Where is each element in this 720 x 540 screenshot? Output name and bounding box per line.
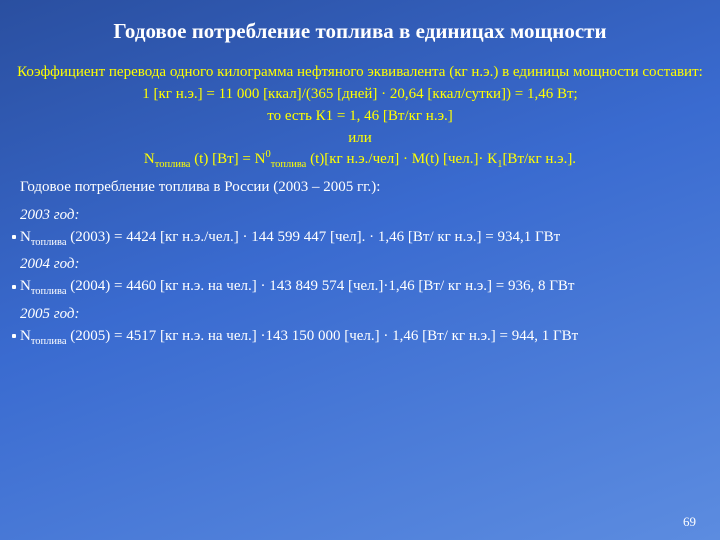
year-2005: 2005 год: Nтоплива (2005) = 4517 [кг н.э… bbox=[12, 304, 708, 348]
intro-block: Коэффициент перевода одного килограмма н… bbox=[12, 62, 708, 171]
intro-line-2: 1 [кг н.э.] = 11 000 [ккал]/(365 [дней] … bbox=[142, 86, 577, 102]
year-2003-N: N bbox=[20, 229, 31, 245]
year-2004-sub: топлива bbox=[31, 286, 67, 297]
year-2005-N: N bbox=[20, 328, 31, 344]
bullet-icon bbox=[12, 285, 16, 289]
page-title: Годовое потребление топлива в единицах м… bbox=[12, 18, 708, 44]
year-2003-label: 2003 год: bbox=[12, 205, 708, 227]
intro-line-3: то есть К1 = 1, 46 [Вт/кг н.э.] bbox=[267, 108, 453, 124]
years-header: Годовое потребление топлива в России (20… bbox=[12, 177, 708, 199]
year-2004-label: 2004 год: bbox=[12, 254, 708, 276]
year-2004-rest: (2004) = 4460 [кг н.э. на чел.] · 143 84… bbox=[67, 278, 575, 294]
year-2004-N: N bbox=[20, 278, 31, 294]
year-2005-sub: топлива bbox=[31, 336, 67, 347]
slide: Годовое потребление топлива в единицах м… bbox=[0, 0, 720, 540]
year-2005-rest: (2005) = 4517 [кг н.э. на чел.] ·143 150… bbox=[67, 328, 579, 344]
intro-formula: Nтоплива (t) [Вт] = N0топлива (t)[кг н.э… bbox=[144, 151, 576, 167]
year-2005-formula: Nтоплива (2005) = 4517 [кг н.э. на чел.]… bbox=[12, 326, 708, 348]
year-2004: 2004 год: Nтоплива (2004) = 4460 [кг н.э… bbox=[12, 254, 708, 298]
intro-line-4: или bbox=[348, 130, 372, 146]
year-2005-label: 2005 год: bbox=[12, 304, 708, 326]
intro-formula-N1: N bbox=[144, 151, 155, 167]
bullet-icon bbox=[12, 334, 16, 338]
intro-formula-end: [Вт/кг н.э.]. bbox=[502, 151, 576, 167]
year-2003: 2003 год: Nтоплива (2003) = 4424 [кг н.э… bbox=[12, 205, 708, 249]
intro-formula-mid2: (t)[кг н.э./чел] · M(t) [чел.]· К bbox=[306, 151, 497, 167]
intro-formula-sub2: топлива bbox=[271, 159, 307, 170]
year-2003-formula: Nтоплива (2003) = 4424 [кг н.э./чел.] · … bbox=[12, 227, 708, 249]
year-2003-rest: (2003) = 4424 [кг н.э./чел.] · 144 599 4… bbox=[67, 229, 561, 245]
year-2004-formula: Nтоплива (2004) = 4460 [кг н.э. на чел.]… bbox=[12, 276, 708, 298]
year-2003-sub: топлива bbox=[31, 237, 67, 248]
bullet-icon bbox=[12, 235, 16, 239]
page-number: 69 bbox=[683, 514, 696, 530]
intro-line-1: Коэффициент перевода одного килограмма н… bbox=[17, 64, 703, 80]
intro-formula-sub1: топлива bbox=[155, 159, 191, 170]
intro-formula-mid1: (t) [Вт] = N bbox=[190, 151, 265, 167]
